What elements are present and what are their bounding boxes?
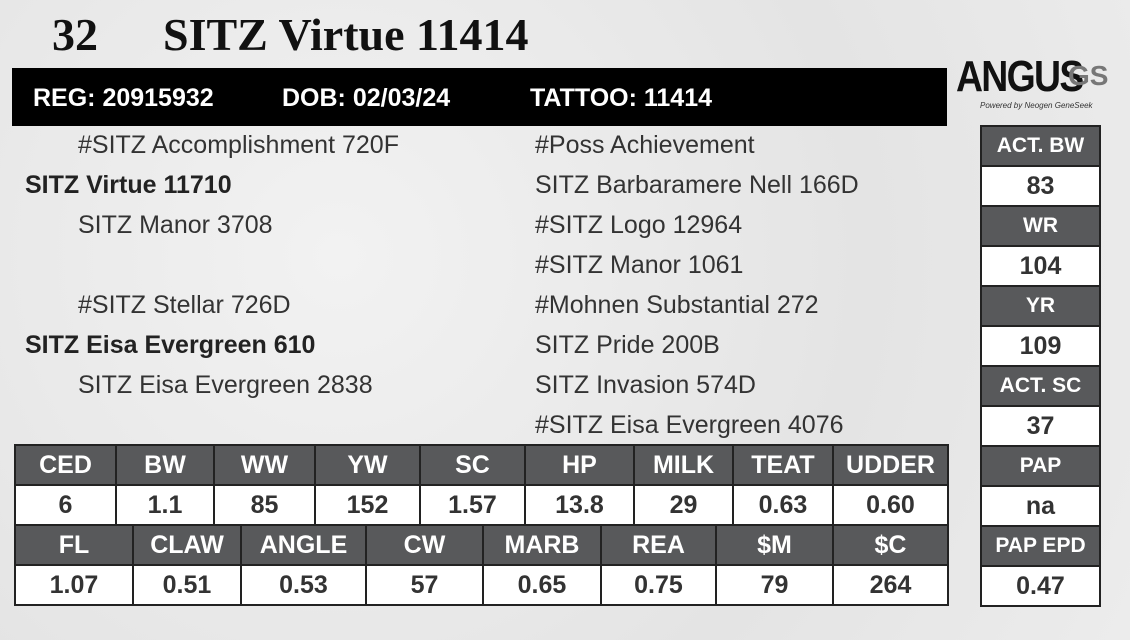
dob: DOB: 02/03/24 [282,84,451,112]
epd-value: 6 [14,484,117,526]
stat-label: PAP [980,445,1101,487]
epd-header: TEAT [732,444,834,486]
tattoo: TATTOO: 11414 [530,84,713,112]
stat-label: ACT. SC [980,365,1101,407]
epd-value: 85 [213,484,316,526]
epd-value: 1.57 [419,484,526,526]
grandparent: SITZ Eisa Evergreen 2838 [78,371,373,399]
logo-brand: ANGUS [956,52,1084,101]
grandparent: SITZ Manor 3708 [78,211,273,239]
epd-header: SC [419,444,526,486]
stat-value: 83 [980,165,1101,207]
lot-number: 32 [52,9,98,60]
epd-value: 0.60 [832,484,949,526]
epd-value: 0.53 [240,564,367,606]
parent: SITZ Eisa Evergreen 610 [25,331,316,359]
epd-header: $C [832,524,949,566]
epd-value: 29 [633,484,734,526]
epd-header: CLAW [132,524,242,566]
stat-label: YR [980,285,1101,327]
great-grandparent: SITZ Pride 200B [535,331,720,359]
stat-label: PAP EPD [980,525,1101,567]
reg: REG: 20915932 [33,84,214,112]
logo-tagline: Powered by Neogen GeneSeek [980,101,1093,110]
stat-value: na [980,485,1101,527]
id-bar [12,68,947,126]
logo-suffix: GS [1068,60,1109,91]
great-grandparent: #SITZ Logo 12964 [535,211,743,239]
great-grandparent: #SITZ Manor 1061 [535,251,744,279]
stat-value: 109 [980,325,1101,367]
epd-value: 264 [832,564,949,606]
great-grandparent: #Mohnen Substantial 272 [535,291,819,319]
great-grandparent: #Poss Achievement [535,131,755,159]
epd-header: CED [14,444,117,486]
animal-name: SITZ Virtue 11414 [163,9,529,60]
epd-value: 57 [365,564,484,606]
great-grandparent: SITZ Barbaramere Nell 166D [535,171,859,199]
grandparent: #SITZ Stellar 726D [78,291,291,319]
epd-header: MARB [482,524,602,566]
epd-header: MILK [633,444,734,486]
stat-value: 37 [980,405,1101,447]
epd-value: 13.8 [524,484,635,526]
epd-value: 1.07 [14,564,134,606]
epd-value: 79 [715,564,834,606]
epd-header: ANGLE [240,524,367,566]
epd-header: BW [115,444,215,486]
parent: SITZ Virtue 11710 [25,171,232,199]
epd-header: FL [14,524,134,566]
epd-header: $M [715,524,834,566]
stat-value: 104 [980,245,1101,287]
epd-value: 0.65 [482,564,602,606]
epd-header: REA [600,524,717,566]
epd-header: HP [524,444,635,486]
epd-header: WW [213,444,316,486]
epd-value: 0.75 [600,564,717,606]
epd-header: YW [314,444,421,486]
epd-value: 1.1 [115,484,215,526]
epd-value: 0.63 [732,484,834,526]
epd-header: UDDER [832,444,949,486]
grandparent: #SITZ Accomplishment 720F [78,131,399,159]
great-grandparent: #SITZ Eisa Evergreen 4076 [535,411,844,439]
stat-value: 0.47 [980,565,1101,607]
stat-label: WR [980,205,1101,247]
stat-label: ACT. BW [980,125,1101,167]
epd-value: 152 [314,484,421,526]
great-grandparent: SITZ Invasion 574D [535,371,756,399]
epd-header: CW [365,524,484,566]
epd-value: 0.51 [132,564,242,606]
